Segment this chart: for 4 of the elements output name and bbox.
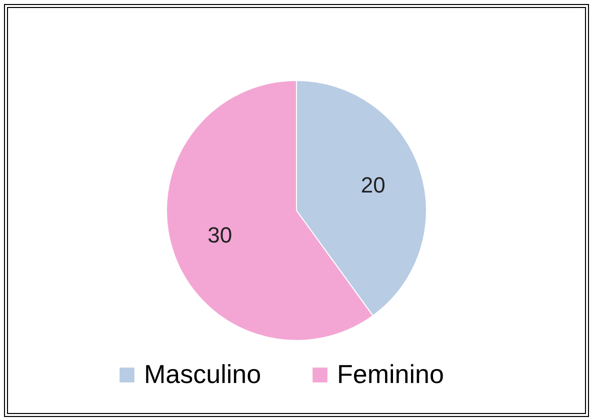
- legend-label: Masculino: [144, 359, 262, 389]
- data-label: 30: [208, 222, 232, 248]
- legend-label: Feminino: [337, 359, 444, 389]
- data-label: 20: [360, 172, 386, 198]
